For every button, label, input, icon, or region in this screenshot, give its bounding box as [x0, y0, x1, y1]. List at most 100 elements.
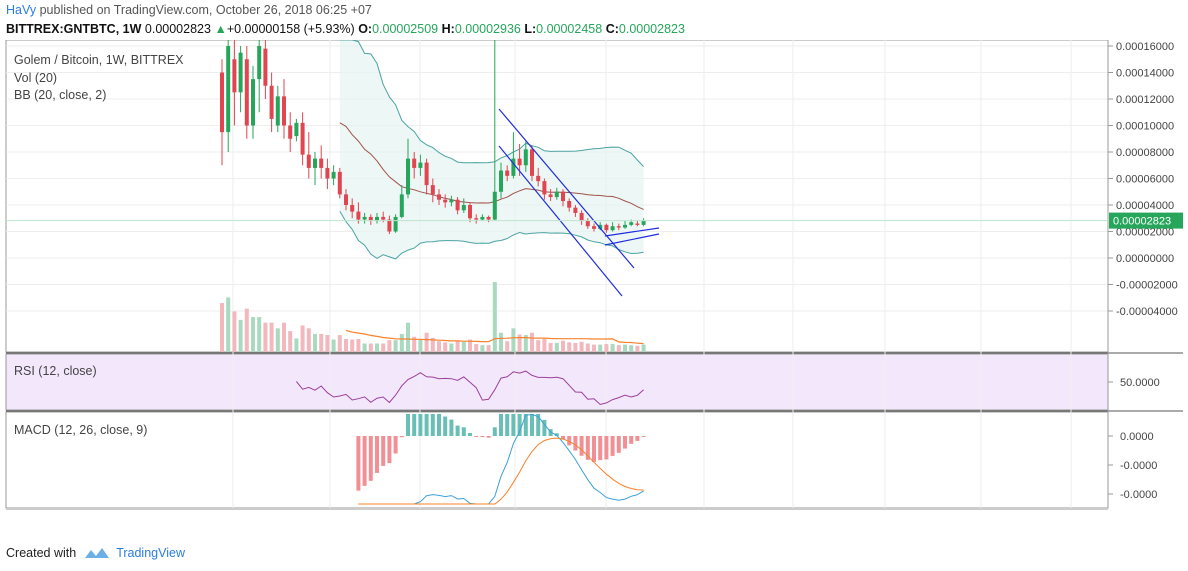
volume-bar	[474, 344, 479, 352]
close-value: 0.00002823	[618, 22, 685, 36]
candle-body	[579, 212, 584, 221]
candle-body	[418, 162, 423, 168]
candle-body	[536, 175, 541, 182]
volume-bar	[635, 345, 640, 352]
macd-histogram-bar	[381, 436, 386, 466]
price-tick-label: 0.00014000	[1116, 68, 1174, 80]
candle-body	[449, 199, 454, 203]
price-tick-label: 0.00008000	[1116, 147, 1174, 159]
close-label: C:	[605, 22, 619, 36]
candle-body	[424, 162, 429, 186]
up-arrow-icon: ▲	[214, 22, 227, 36]
tradingview-brand-link[interactable]: TradingView	[116, 546, 185, 560]
high-value: 0.00002936	[454, 22, 521, 36]
macd-tick-label: 0.0000	[1120, 431, 1154, 443]
rsi-pane	[5, 353, 1109, 411]
legend-vol: Vol (20)	[14, 71, 58, 85]
publish-line: HaVy published on TradingView.com, Octob…	[6, 3, 372, 17]
volume-bar	[294, 338, 299, 352]
candle-body	[294, 122, 299, 137]
macd-signal-line	[358, 437, 644, 505]
macd-histogram-bar	[356, 436, 361, 491]
candle-body	[337, 171, 342, 195]
rsi-tick-label: 50.0000	[1120, 377, 1160, 389]
volume-bar	[573, 342, 578, 352]
author-name[interactable]: HaVy	[6, 3, 37, 17]
macd-histogram-bar	[362, 436, 367, 486]
macd-histogram-bar	[629, 436, 634, 444]
macd-tick-label: -0.0000	[1120, 460, 1157, 472]
volume-bar	[567, 342, 572, 352]
candle-body	[412, 158, 417, 168]
volume-bar	[443, 342, 448, 352]
volume-bar	[561, 340, 565, 352]
volume-bar	[536, 340, 541, 352]
candle-body	[567, 201, 572, 208]
candle-body	[275, 96, 280, 126]
macd-histogram-bar	[573, 436, 578, 451]
volume-bar	[325, 335, 330, 352]
footer: Created with TradingView	[6, 546, 185, 560]
channel-line-upper	[498, 108, 635, 269]
candle-body	[474, 218, 479, 220]
price-tick-label: 0.00012000	[1116, 94, 1174, 106]
candle-body	[443, 199, 448, 203]
candle-body	[616, 226, 621, 228]
volume-bar	[449, 343, 454, 352]
volume-bar	[530, 332, 534, 352]
chart-svg[interactable]: 0.00016000 0.00014000 0.00012000 0.00010000…	[0, 39, 1183, 529]
macd-histogram-bar	[399, 436, 404, 438]
macd-histogram-bar	[530, 414, 534, 436]
candle-body	[232, 59, 237, 93]
price-tick-label: 0.00002000	[1116, 227, 1174, 239]
candle-body	[542, 181, 547, 195]
volume-bar	[368, 343, 373, 352]
candle-body	[610, 226, 615, 231]
volume-bar	[350, 339, 355, 352]
volume-bar	[517, 334, 522, 352]
volume-bar	[387, 340, 392, 352]
symbol-label: BITTREX:GNTBTC, 1W	[6, 22, 142, 36]
legend-macd: MACD (12, 26, close, 9)	[14, 423, 148, 437]
volume-bar	[282, 322, 286, 352]
volume-bar	[579, 341, 584, 352]
candle-body	[455, 199, 460, 211]
macd-histogram-bar	[585, 436, 590, 460]
volume-bar	[399, 333, 404, 352]
macd-histogram-bar	[579, 436, 584, 456]
open-label: O:	[358, 22, 373, 36]
candle-body	[517, 158, 522, 166]
macd-histogram-bar	[437, 414, 441, 436]
macd-histogram-bar	[511, 414, 516, 436]
macd-histogram-bar	[387, 436, 392, 464]
volume-bar	[362, 343, 367, 352]
macd-histogram-bar	[455, 425, 460, 436]
macd-histogram-bar	[430, 414, 435, 436]
candle-body	[461, 205, 466, 211]
macd-histogram-bar	[499, 414, 503, 436]
volume-bar	[542, 339, 547, 352]
candle-body	[623, 224, 627, 228]
last-price-badge	[1109, 212, 1183, 229]
volume-bar	[257, 317, 262, 352]
macd-histogram-bar	[412, 414, 417, 436]
candle-body	[350, 205, 355, 212]
last-price: 0.00002823	[144, 22, 211, 36]
macd-histogram-bar	[443, 416, 448, 436]
volume-bar	[424, 332, 429, 352]
candle-body	[399, 194, 404, 217]
macd-histogram-bar	[418, 414, 423, 436]
wedge-line-lower	[604, 233, 660, 246]
volume-bar	[430, 337, 435, 352]
tradingview-logo-icon	[85, 548, 110, 558]
created-with-text: Created with	[6, 546, 77, 560]
price-tick-label: 0.00016000	[1116, 41, 1174, 53]
candle-body	[251, 79, 255, 126]
candle-body	[499, 170, 503, 192]
volume-bar	[505, 341, 510, 352]
macd-histogram-bar	[393, 436, 398, 454]
chart-container[interactable]: 0.00016000 0.00014000 0.00012000 0.00010000…	[0, 39, 1183, 529]
macd-histogram-bar	[468, 432, 472, 436]
macd-histogram-bar	[474, 436, 479, 437]
volume-bar	[592, 344, 596, 352]
